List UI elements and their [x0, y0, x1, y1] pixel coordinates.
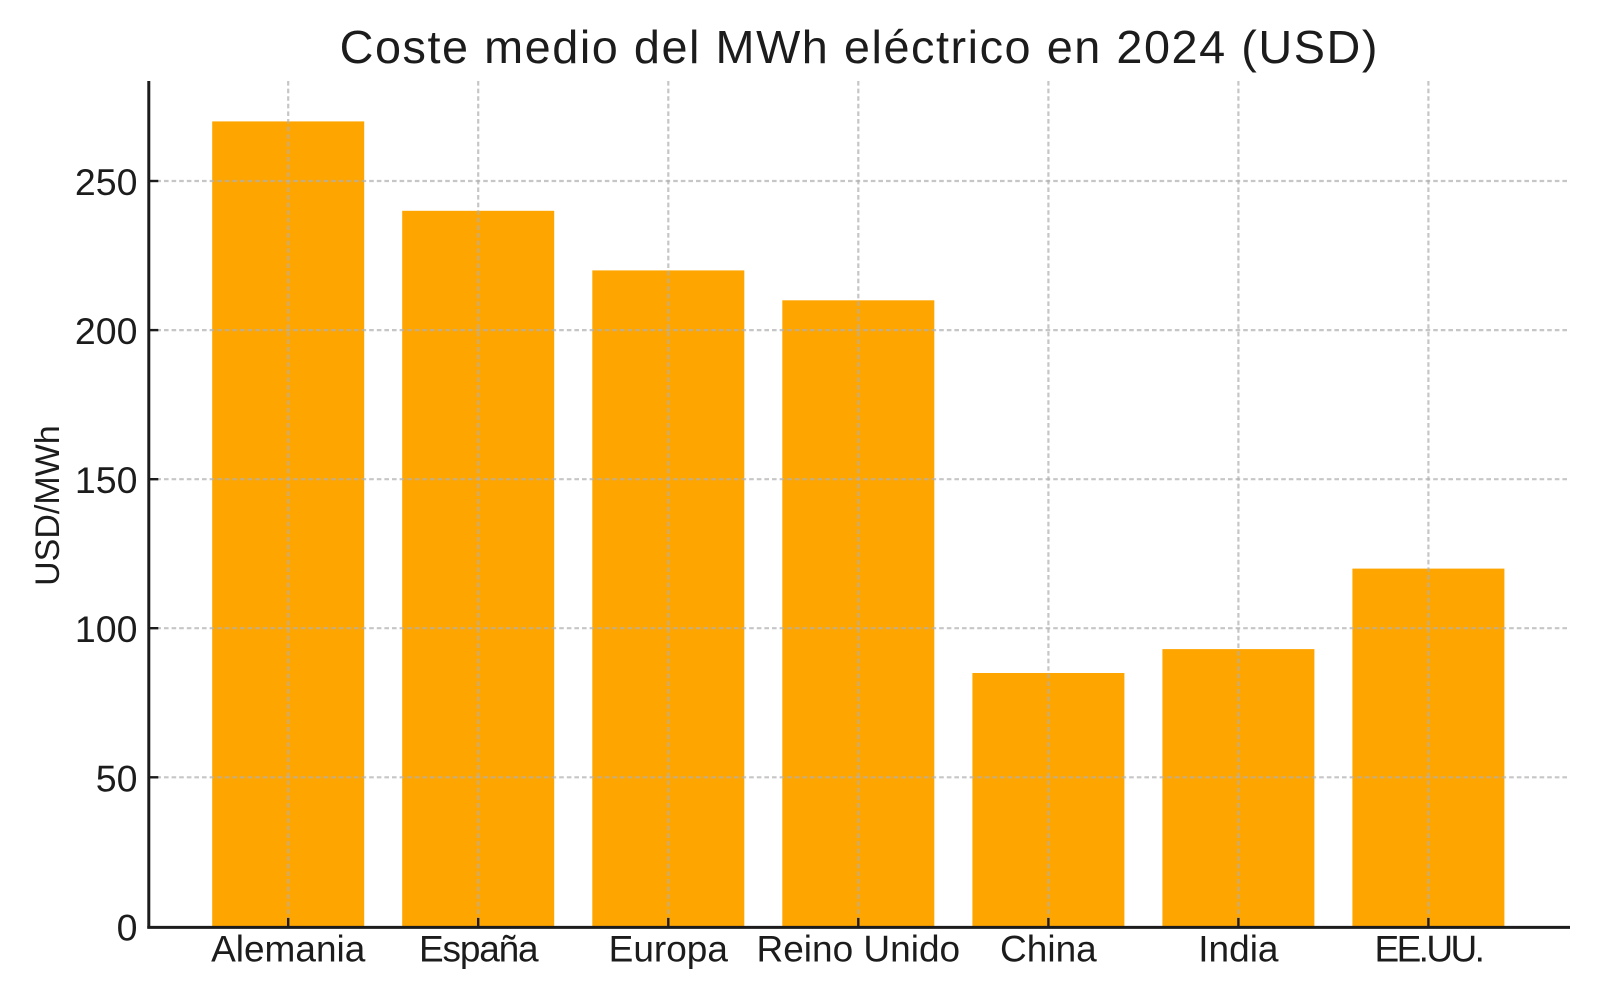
svg-text:USD/MWh: USD/MWh	[29, 425, 67, 586]
svg-text:0: 0	[117, 906, 138, 948]
svg-text:Coste medio del MWh eléctrico: Coste medio del MWh eléctrico en 2024 (U…	[340, 21, 1379, 73]
svg-text:Europa: Europa	[609, 929, 729, 970]
svg-text:Reino Unido: Reino Unido	[756, 929, 960, 970]
svg-text:EE.UU.: EE.UU.	[1375, 929, 1483, 970]
svg-text:India: India	[1198, 929, 1279, 970]
svg-text:250: 250	[75, 161, 138, 203]
svg-text:150: 150	[75, 459, 138, 501]
svg-text:100: 100	[75, 608, 138, 650]
svg-text:50: 50	[96, 757, 138, 799]
svg-text:China: China	[1000, 929, 1097, 970]
svg-text:200: 200	[75, 310, 138, 352]
svg-text:Alemania: Alemania	[211, 929, 366, 970]
svg-text:España: España	[419, 929, 539, 970]
